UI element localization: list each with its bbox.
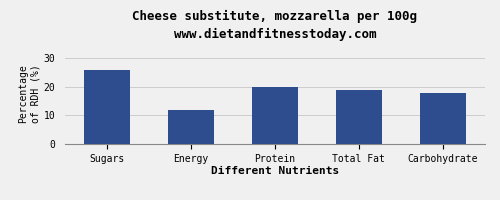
Bar bbox=[168, 110, 214, 144]
Bar bbox=[252, 87, 298, 144]
Y-axis label: Percentage
of RDH (%): Percentage of RDH (%) bbox=[18, 65, 41, 123]
Bar bbox=[84, 70, 130, 144]
X-axis label: Different Nutrients: Different Nutrients bbox=[211, 166, 339, 176]
Bar bbox=[336, 90, 382, 144]
Title: Cheese substitute, mozzarella per 100g
www.dietandfitnesstoday.com: Cheese substitute, mozzarella per 100g w… bbox=[132, 10, 418, 41]
Bar bbox=[420, 93, 466, 144]
